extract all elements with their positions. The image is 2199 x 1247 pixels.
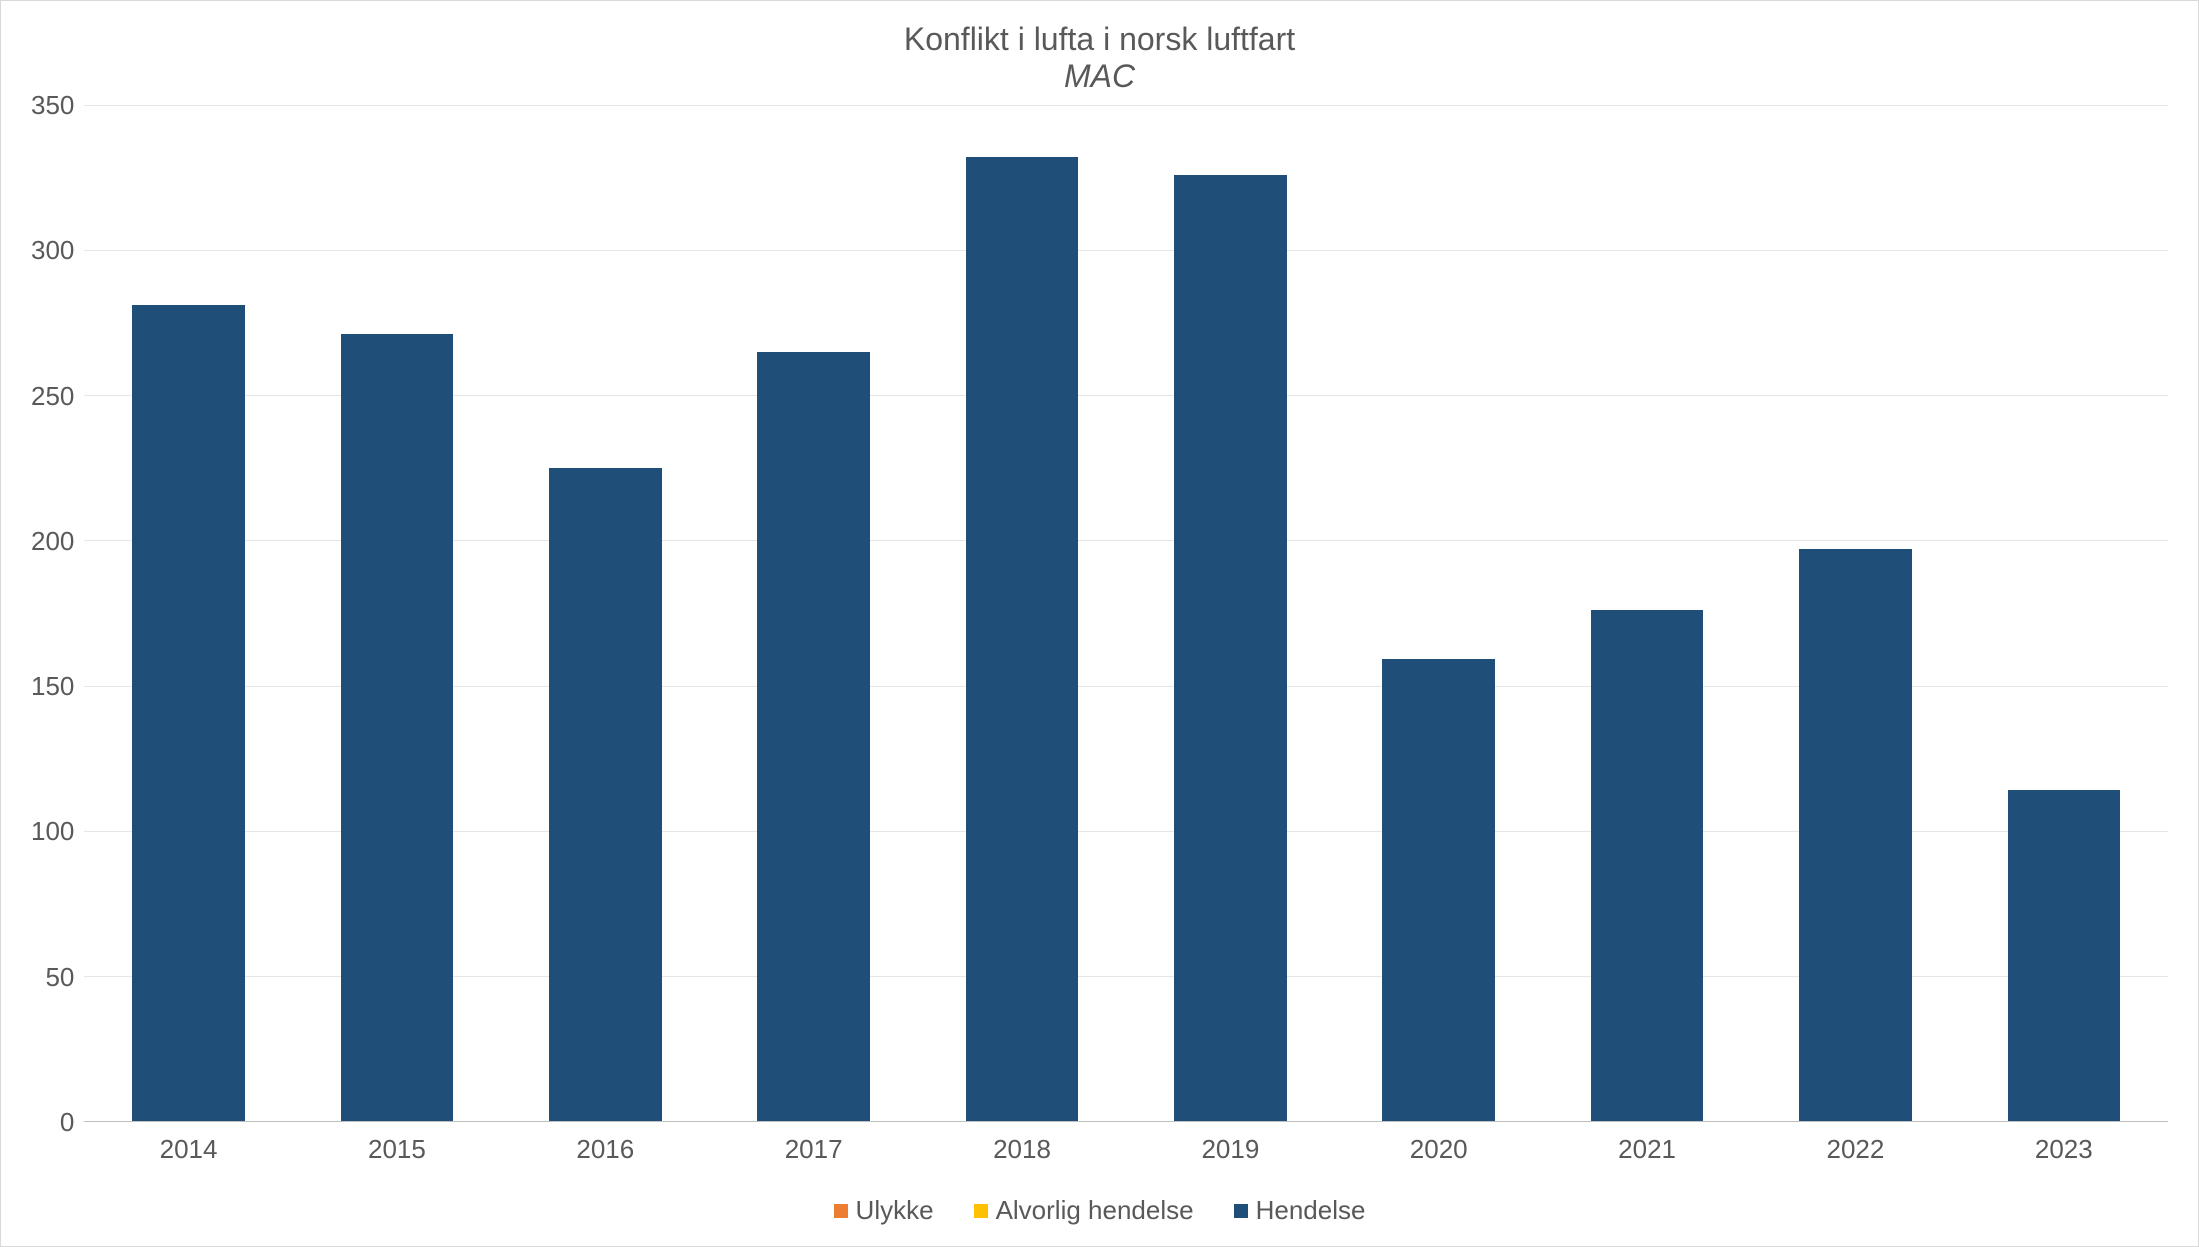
plot-row: 350300250200150100500	[31, 105, 2168, 1122]
x-tick-label: 2017	[709, 1134, 917, 1165]
bar-slot	[501, 105, 709, 1121]
bar-slot	[1751, 105, 1959, 1121]
x-axis: 2014201520162017201820192020202120222023	[31, 1122, 2168, 1165]
bar-slot	[918, 105, 1126, 1121]
x-tick-label: 2021	[1543, 1134, 1751, 1165]
x-tick-label: 2014	[84, 1134, 292, 1165]
bar-slot	[293, 105, 501, 1121]
legend-item: Ulykke	[834, 1195, 934, 1226]
bar-slot	[1543, 105, 1751, 1121]
x-tick-label: 2018	[918, 1134, 1126, 1165]
x-tick-label: 2019	[1126, 1134, 1334, 1165]
bars-layer	[84, 105, 2168, 1121]
bar-group	[1591, 105, 1704, 1121]
bar	[966, 157, 1079, 1121]
legend-label: Hendelse	[1256, 1195, 1366, 1226]
bar-slot	[1126, 105, 1334, 1121]
bar	[2008, 790, 2121, 1121]
bar	[549, 468, 662, 1121]
legend-swatch	[834, 1204, 848, 1218]
chart-title-line1: Konflikt i lufta i norsk luftfart	[31, 21, 2168, 58]
x-tick-label: 2015	[293, 1134, 501, 1165]
plot-area	[84, 105, 2168, 1122]
x-tick-label: 2016	[501, 1134, 709, 1165]
legend-item: Hendelse	[1234, 1195, 1366, 1226]
bar-slot	[709, 105, 917, 1121]
bar	[1799, 549, 1912, 1121]
chart-container: Konflikt i lufta i norsk luftfart MAC 35…	[0, 0, 2199, 1247]
bar-group	[132, 105, 245, 1121]
legend-swatch	[1234, 1204, 1248, 1218]
bar-group	[1799, 105, 1912, 1121]
legend: Ulykke Alvorlig hendelse Hendelse	[31, 1165, 2168, 1226]
x-tick-label: 2023	[1960, 1134, 2168, 1165]
bar-group	[2008, 105, 2121, 1121]
x-tick-label: 2020	[1335, 1134, 1543, 1165]
bar-group	[1382, 105, 1495, 1121]
y-axis: 350300250200150100500	[31, 105, 84, 1122]
x-axis-labels: 2014201520162017201820192020202120222023	[84, 1134, 2168, 1165]
bar	[132, 305, 245, 1121]
bar-group	[966, 105, 1079, 1121]
bar-group	[757, 105, 870, 1121]
bar	[1174, 175, 1287, 1121]
bar-group	[549, 105, 662, 1121]
bar-group	[1174, 105, 1287, 1121]
bar	[1382, 659, 1495, 1121]
bar	[757, 352, 870, 1121]
legend-label: Alvorlig hendelse	[996, 1195, 1194, 1226]
chart-title-line2: MAC	[31, 58, 2168, 95]
x-axis-spacer	[31, 1134, 84, 1165]
bar-group	[341, 105, 454, 1121]
legend-label: Ulykke	[856, 1195, 934, 1226]
legend-swatch	[974, 1204, 988, 1218]
bar	[341, 334, 454, 1121]
x-tick-label: 2022	[1751, 1134, 1959, 1165]
chart-title: Konflikt i lufta i norsk luftfart MAC	[31, 21, 2168, 95]
bar-slot	[1960, 105, 2168, 1121]
legend-item: Alvorlig hendelse	[974, 1195, 1194, 1226]
bar-slot	[1335, 105, 1543, 1121]
bar-slot	[84, 105, 292, 1121]
bar	[1591, 610, 1704, 1121]
